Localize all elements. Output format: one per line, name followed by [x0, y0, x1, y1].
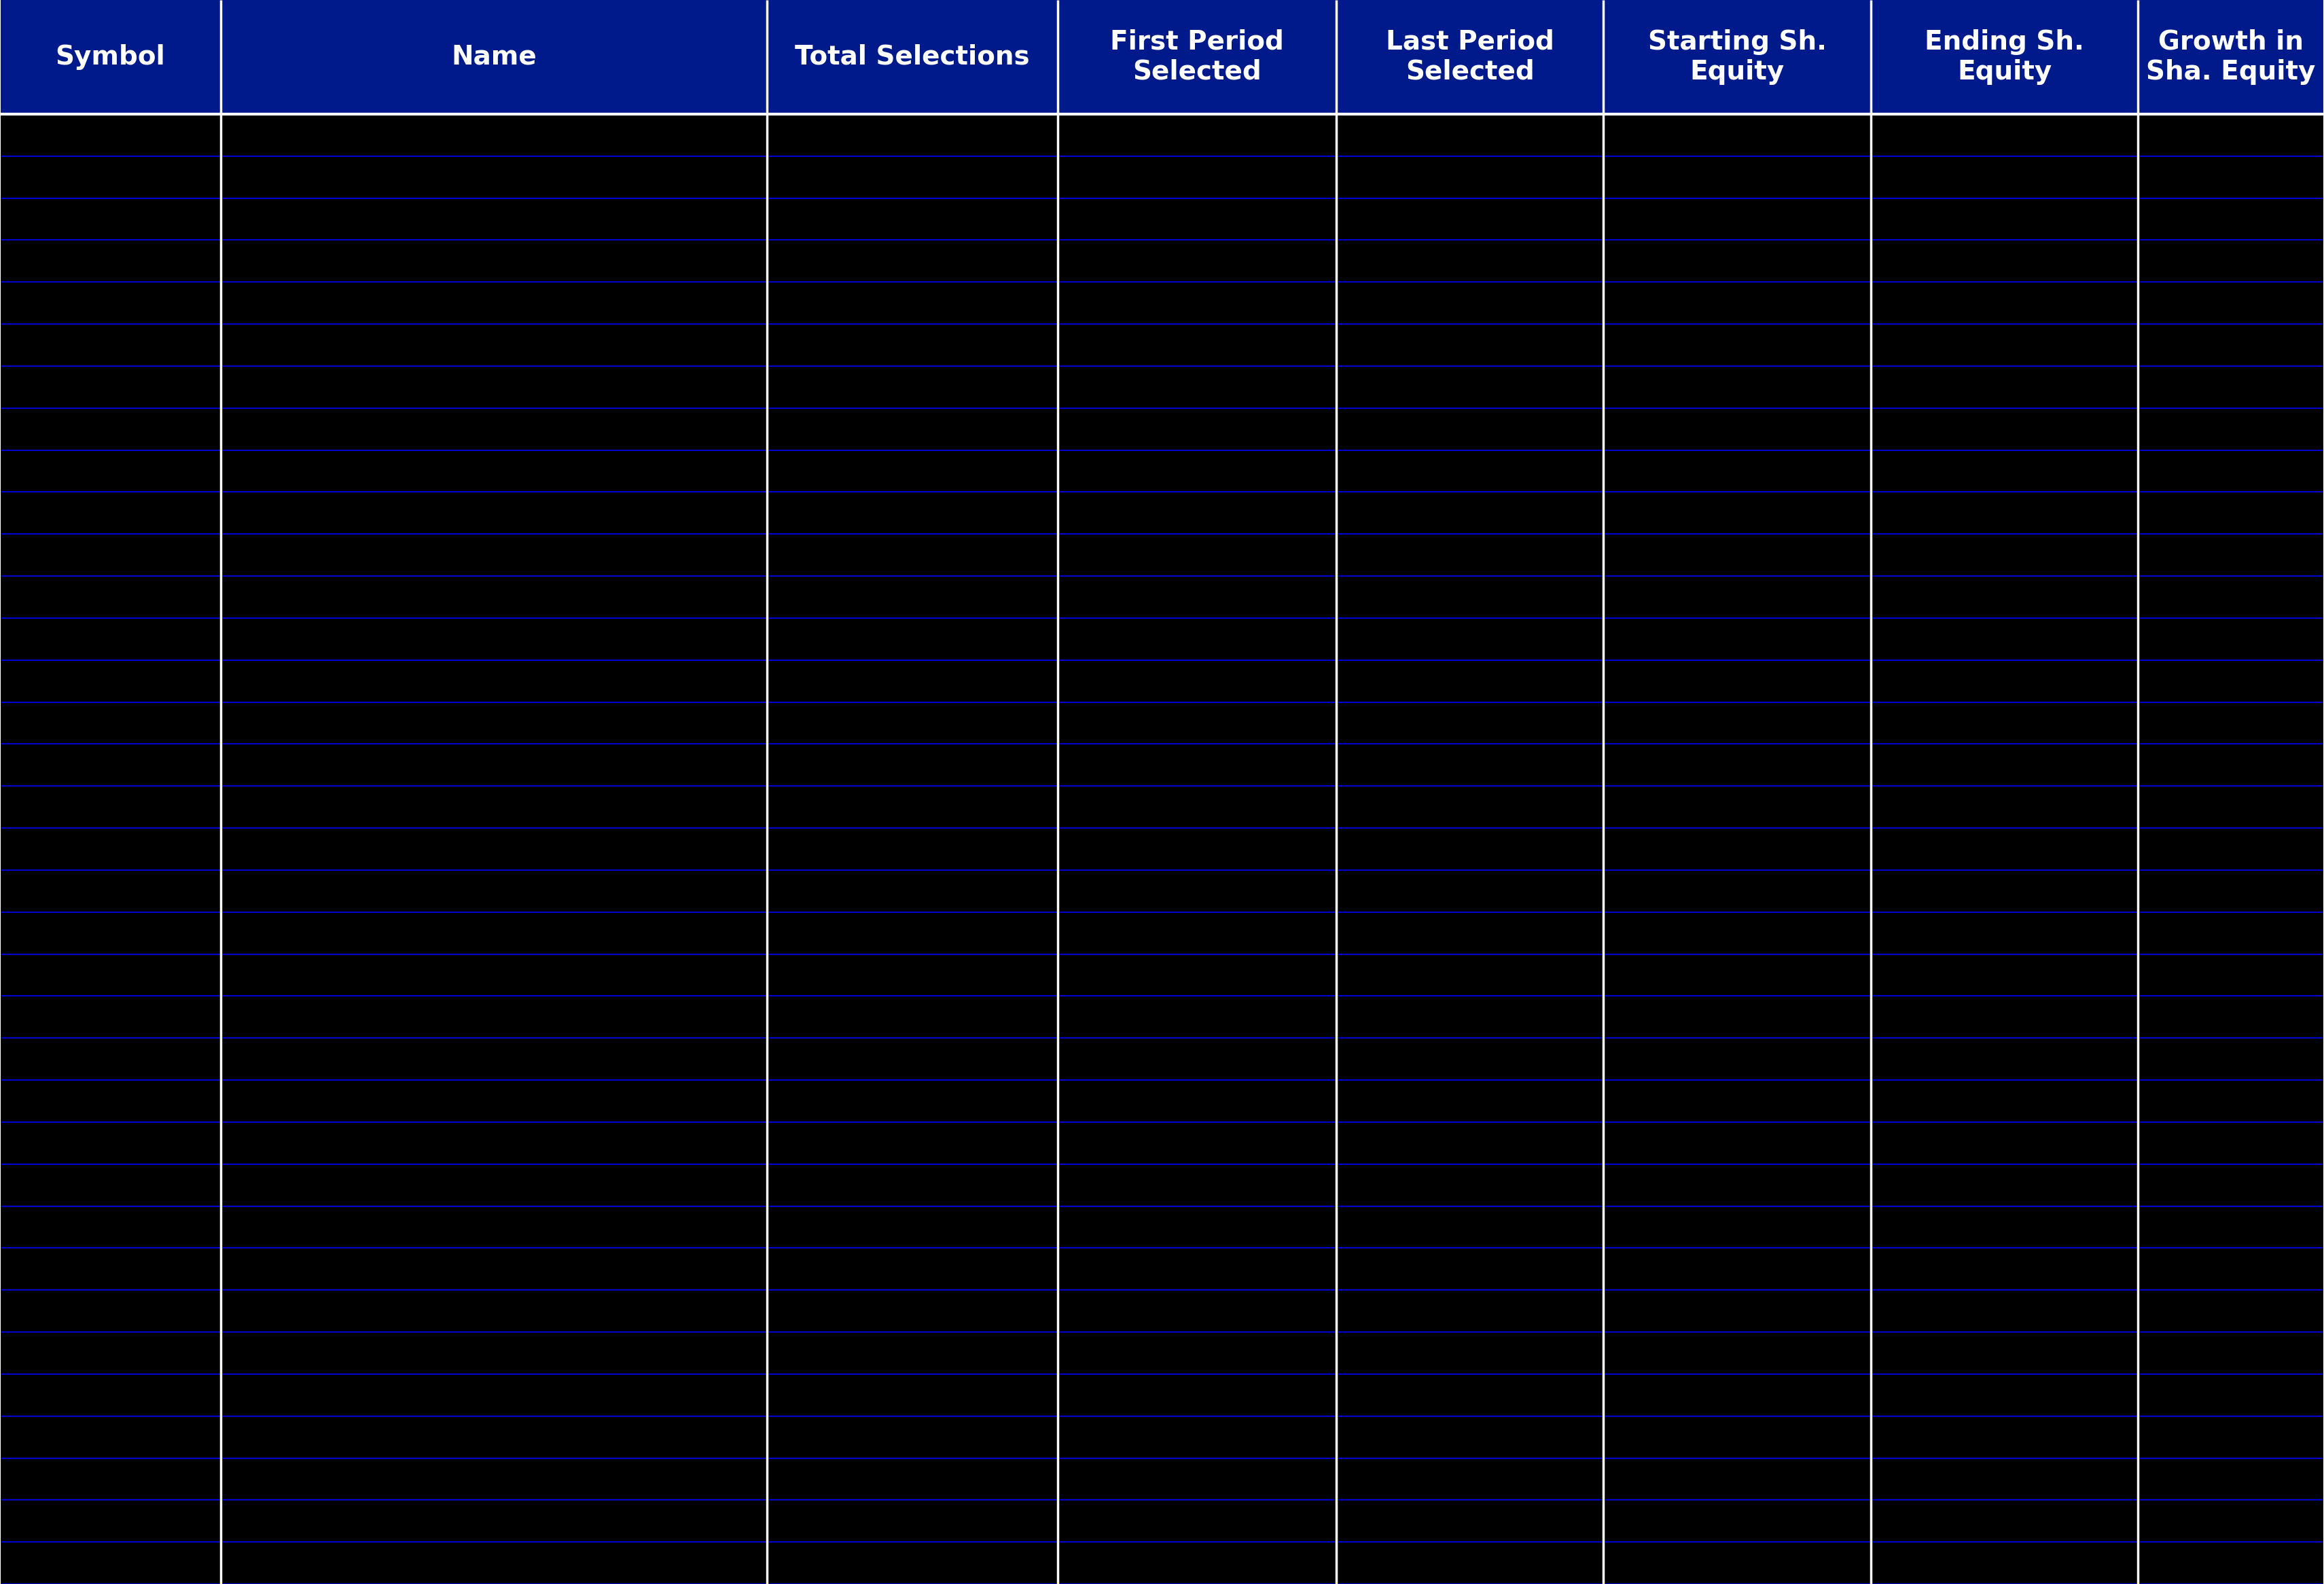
Bar [0, 1332, 2324, 1373]
Bar [0, 1373, 2324, 1416]
Bar [0, 157, 2324, 198]
Bar [0, 1416, 2324, 1457]
Bar [0, 786, 2324, 828]
Bar [0, 282, 2324, 325]
Text: Symbol: Symbol [56, 44, 165, 70]
Text: Growth in
Sha. Equity: Growth in Sha. Equity [2147, 29, 2315, 86]
Bar [0, 912, 2324, 954]
Bar [0, 828, 2324, 870]
Text: Total Selections: Total Selections [795, 44, 1030, 70]
Text: Name: Name [451, 44, 537, 70]
Bar [0, 325, 2324, 366]
Bar [0, 198, 2324, 241]
Bar [0, 996, 2324, 1038]
Bar [0, 1121, 2324, 1164]
Bar [0, 1248, 2324, 1289]
Bar [0, 1289, 2324, 1332]
Bar [0, 493, 2324, 534]
Bar [0, 702, 2324, 744]
Bar [0, 1164, 2324, 1205]
Bar [0, 1038, 2324, 1080]
Bar [0, 870, 2324, 912]
Bar [0, 661, 2324, 702]
Bar [0, 1205, 2324, 1248]
Bar [0, 241, 2324, 282]
Bar [0, 450, 2324, 493]
Bar [0, 577, 2324, 618]
Text: First Period
Selected: First Period Selected [1111, 29, 1283, 86]
Bar [0, 1541, 2324, 1584]
Bar [0, 1500, 2324, 1541]
Bar [0, 1080, 2324, 1121]
Bar [0, 409, 2324, 450]
Bar [0, 744, 2324, 786]
Text: Starting Sh.
Equity: Starting Sh. Equity [1648, 29, 1827, 86]
Bar [0, 618, 2324, 661]
Bar [0, 1457, 2324, 1500]
Bar [0, 0, 2324, 114]
Text: Ending Sh.
Equity: Ending Sh. Equity [1924, 29, 2085, 86]
Bar [0, 534, 2324, 577]
Bar [0, 954, 2324, 996]
Bar [0, 366, 2324, 409]
Bar [0, 114, 2324, 157]
Text: Last Period
Selected: Last Period Selected [1385, 29, 1555, 86]
